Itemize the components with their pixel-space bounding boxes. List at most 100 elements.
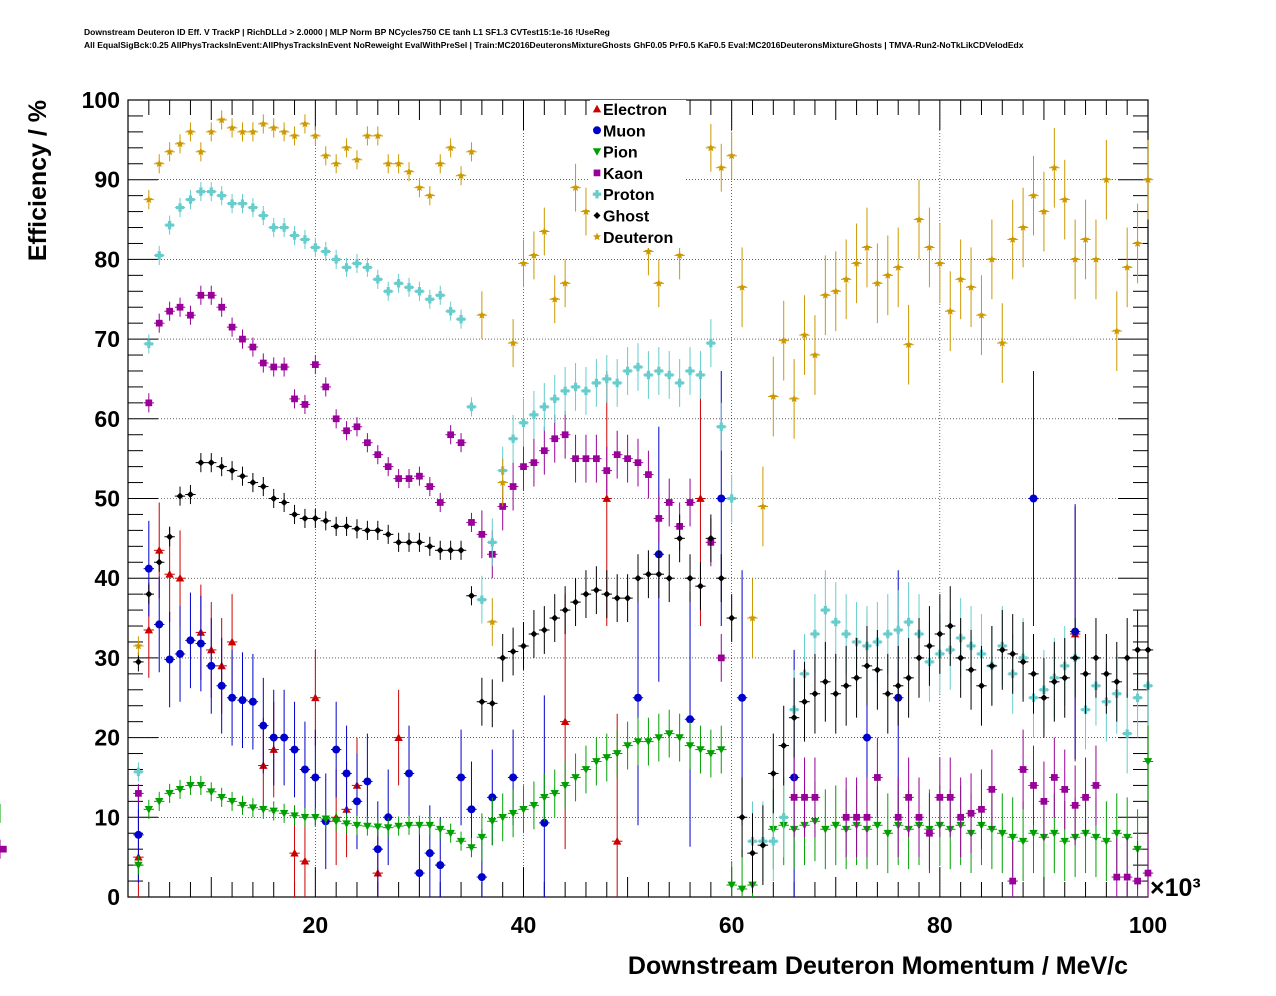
- data-point: [613, 594, 621, 602]
- data-point: [779, 813, 788, 822]
- data-point: [581, 386, 591, 396]
- data-point: [436, 291, 445, 300]
- header-line-1: Downstream Deuteron ID Eff. V TrackP | R…: [84, 27, 610, 37]
- data-point: [238, 696, 247, 705]
- data-point: [592, 758, 601, 766]
- data-point: [269, 123, 278, 132]
- data-point: [550, 790, 559, 798]
- data-point: [998, 338, 1007, 347]
- data-point: [644, 370, 653, 380]
- data-point: [446, 829, 455, 838]
- legend-box: [590, 100, 686, 248]
- data-point: [603, 467, 611, 474]
- data-point: [457, 171, 466, 180]
- data-point: [353, 423, 361, 431]
- data-point: [291, 395, 298, 403]
- data-point: [467, 805, 476, 814]
- data-point: [373, 131, 382, 140]
- data-point: [1008, 235, 1017, 243]
- data-point: [405, 769, 414, 778]
- data-point: [717, 746, 726, 754]
- data-point: [1061, 786, 1069, 793]
- data-point: [675, 378, 684, 388]
- data-point: [363, 526, 371, 534]
- y-tick-label: 20: [94, 725, 120, 751]
- data-point: [425, 191, 434, 200]
- data-point: [165, 570, 174, 578]
- data-point: [186, 782, 195, 790]
- data-point: [977, 310, 986, 319]
- data-point: [447, 546, 455, 554]
- data-point: [769, 769, 777, 777]
- data-point: [248, 203, 258, 212]
- data-point: [227, 199, 237, 208]
- data-point: [738, 813, 746, 821]
- data-point: [425, 821, 435, 830]
- data-point: [550, 394, 559, 404]
- data-point: [529, 251, 538, 259]
- data-point: [269, 733, 278, 742]
- data-point: [769, 837, 778, 846]
- data-point: [790, 394, 799, 403]
- data-point: [560, 386, 570, 396]
- data-point: [259, 805, 268, 814]
- data-point: [634, 693, 642, 702]
- data-point: [1102, 837, 1111, 846]
- data-point: [166, 533, 174, 541]
- data-point: [696, 582, 704, 590]
- data-point: [144, 625, 154, 634]
- x-tick-label: 40: [511, 912, 537, 938]
- data-point: [593, 455, 600, 463]
- data-point: [155, 159, 164, 168]
- data-point: [186, 195, 195, 204]
- data-point: [612, 378, 622, 388]
- data-point: [1071, 801, 1079, 809]
- data-point: [759, 841, 767, 849]
- data-point: [1060, 837, 1069, 846]
- data-point: [1009, 877, 1017, 885]
- data-point: [873, 821, 882, 830]
- data-point: [1050, 678, 1058, 686]
- data-point: [811, 794, 819, 801]
- data-point: [686, 574, 694, 582]
- data-point: [426, 542, 434, 550]
- data-point: [529, 410, 539, 420]
- data-point: [644, 247, 653, 255]
- y-tick-label: 90: [94, 167, 120, 193]
- data-point: [905, 674, 913, 682]
- data-point: [196, 187, 206, 196]
- data-point: [280, 733, 289, 742]
- data-point: [810, 629, 820, 639]
- data-point: [665, 499, 673, 506]
- data-point: [790, 794, 798, 801]
- data-point: [654, 366, 664, 376]
- data-point: [925, 642, 933, 650]
- data-point: [738, 283, 747, 291]
- data-point: [456, 837, 466, 846]
- data-point: [187, 311, 194, 319]
- data-point: [581, 207, 590, 215]
- data-point: [155, 319, 163, 327]
- data-point: [737, 885, 747, 894]
- data-point: [343, 522, 351, 530]
- data-point: [560, 782, 570, 790]
- data-point: [1040, 798, 1048, 805]
- data-point: [207, 127, 216, 136]
- data-point: [831, 821, 840, 830]
- data-point: [842, 682, 850, 690]
- legend-entry-ghost: Ghost: [593, 209, 650, 226]
- data-point: [436, 861, 445, 870]
- data-points: [0, 110, 1154, 897]
- data-point: [186, 636, 195, 645]
- data-point: [821, 605, 830, 615]
- data-point: [978, 805, 985, 813]
- data-point: [218, 303, 226, 311]
- data-point: [801, 698, 809, 706]
- series-proton: [133, 182, 1154, 882]
- data-point: [290, 131, 299, 140]
- data-point: [165, 655, 174, 664]
- data-point: [395, 538, 403, 546]
- data-point: [1050, 829, 1059, 838]
- data-point: [478, 698, 486, 706]
- data-point: [957, 813, 965, 821]
